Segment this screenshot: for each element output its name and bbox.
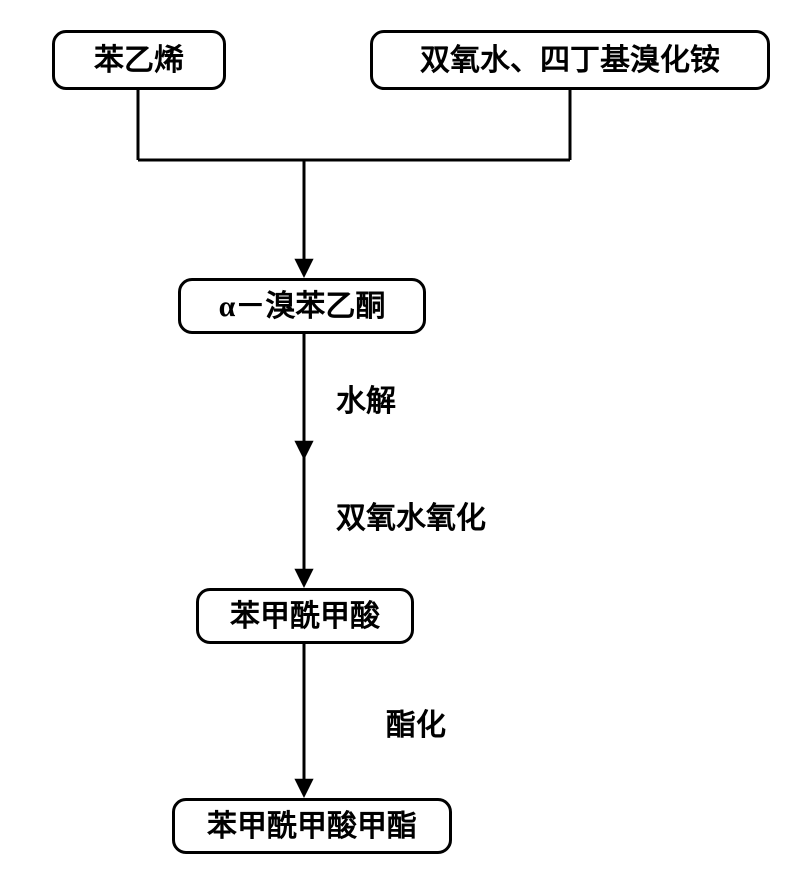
- node-step-c: 苯甲酰甲酸: [196, 588, 414, 644]
- node-input-right: 双氧水、四丁基溴化铵: [370, 30, 770, 90]
- node-step-a-label: α－溴苯乙酮: [219, 290, 386, 323]
- edge-label-oxidation: 双氧水氧化: [336, 493, 486, 537]
- node-step-a: α－溴苯乙酮: [178, 278, 426, 334]
- edge-c-to-d-arrow: [294, 779, 313, 798]
- flowchart-edges: [0, 0, 800, 894]
- node-input-left: 苯乙烯: [52, 30, 226, 90]
- edge-merge-to-a-arrow: [294, 259, 313, 278]
- node-input-right-label: 双氧水、四丁基溴化铵: [420, 44, 720, 77]
- edge-b-to-c-arrow: [294, 569, 313, 588]
- node-step-d: 苯甲酰甲酸甲酯: [172, 798, 452, 854]
- node-step-d-label: 苯甲酰甲酸甲酯: [207, 810, 417, 843]
- node-step-c-label: 苯甲酰甲酸: [230, 600, 380, 633]
- edge-label-ester: 酯化: [386, 700, 446, 744]
- edge-a-down-arrow: [294, 441, 313, 460]
- node-input-left-label: 苯乙烯: [94, 44, 184, 77]
- edge-label-hydrolysis: 水解: [336, 376, 396, 420]
